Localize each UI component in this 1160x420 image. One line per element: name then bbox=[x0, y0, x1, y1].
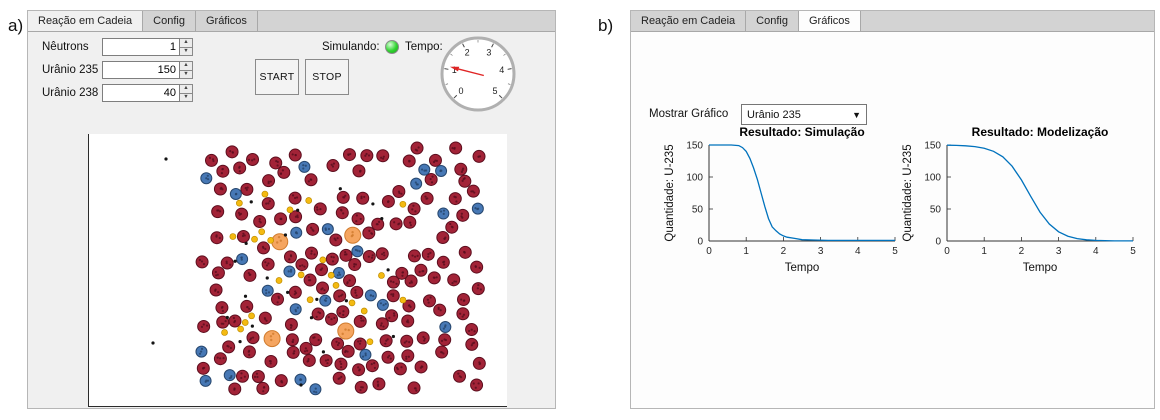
svg-text:2: 2 bbox=[781, 246, 787, 257]
tab-config[interactable]: Config bbox=[143, 11, 196, 31]
svg-text:4: 4 bbox=[855, 246, 861, 257]
uranio238-spinner-up-icon[interactable]: ▲ bbox=[180, 84, 193, 93]
uranio238-spinner: ▲ ▼ bbox=[180, 84, 193, 102]
neutrons-spinner: ▲ ▼ bbox=[180, 38, 193, 56]
uranio235-field-row: Urânio 235 ▲ ▼ bbox=[42, 61, 193, 79]
stop-button[interactable]: STOP bbox=[305, 59, 349, 95]
simulation-canvas bbox=[151, 141, 486, 396]
tempo-gauge: 0 12 34 5 bbox=[440, 36, 516, 112]
simulando-label: Simulando: bbox=[322, 41, 380, 53]
panel-b-tab-config[interactable]: Config bbox=[746, 11, 799, 31]
start-button[interactable]: START bbox=[255, 59, 299, 95]
svg-text:0: 0 bbox=[944, 246, 950, 257]
panel-a-tabstrip: Reação em Cadeia Config Gráficos bbox=[28, 11, 555, 32]
uranio238-label: Urânio 238 bbox=[42, 87, 99, 99]
uranio238-spinner-down-icon[interactable]: ▼ bbox=[180, 92, 193, 102]
svg-text:0: 0 bbox=[935, 237, 941, 248]
panel-b-tab-graficos[interactable]: Gráficos bbox=[798, 11, 861, 31]
svg-text:100: 100 bbox=[924, 173, 941, 184]
graph-dropdown-value: Urânio 235 bbox=[747, 108, 801, 121]
figure-label-b: b) bbox=[598, 16, 614, 35]
uranio238-field-row: Urânio 238 ▲ ▼ bbox=[42, 84, 193, 102]
dropdown-arrow-icon: ▼ bbox=[852, 109, 861, 120]
svg-text:Quantidade: U-235: Quantidade: U-235 bbox=[902, 144, 914, 241]
svg-text:1: 1 bbox=[981, 246, 987, 257]
simulation-area bbox=[88, 134, 507, 407]
tab-reacao-em-cadeia[interactable]: Reação em Cadeia bbox=[28, 11, 144, 31]
tab-graficos[interactable]: Gráficos bbox=[195, 11, 258, 31]
svg-text:Resultado: Simulação: Resultado: Simulação bbox=[739, 125, 864, 139]
panel-simulation: Reação em Cadeia Config Gráficos Nêutron… bbox=[27, 10, 556, 409]
svg-text:1: 1 bbox=[743, 246, 749, 257]
tempo-label: Tempo: bbox=[405, 41, 443, 53]
uranio235-label: Urânio 235 bbox=[42, 64, 99, 76]
neutrons-input[interactable] bbox=[102, 38, 180, 56]
uranio235-input[interactable] bbox=[102, 61, 180, 79]
svg-text:3: 3 bbox=[486, 48, 491, 58]
svg-text:5: 5 bbox=[1130, 246, 1136, 257]
svg-text:Quantidade: U-235: Quantidade: U-235 bbox=[664, 144, 676, 241]
svg-text:2: 2 bbox=[1019, 246, 1025, 257]
svg-text:100: 100 bbox=[686, 173, 703, 184]
panel-b-tabstrip: Reação em Cadeia Config Gráficos bbox=[631, 11, 1154, 32]
svg-text:3: 3 bbox=[1056, 246, 1062, 257]
uranio235-spinner: ▲ ▼ bbox=[180, 61, 193, 79]
svg-text:3: 3 bbox=[818, 246, 824, 257]
svg-text:Resultado: Modelização: Resultado: Modelização bbox=[972, 125, 1109, 139]
svg-text:Tempo: Tempo bbox=[1023, 262, 1058, 274]
panel-graphs: Reação em Cadeia Config Gráficos Mostrar… bbox=[630, 10, 1155, 409]
svg-text:150: 150 bbox=[686, 141, 703, 152]
neutrons-field-row: Nêutrons ▲ ▼ bbox=[42, 38, 193, 56]
svg-text:1: 1 bbox=[452, 65, 457, 75]
svg-text:5: 5 bbox=[892, 246, 898, 257]
svg-text:2: 2 bbox=[465, 48, 470, 58]
mostrar-grafico-label: Mostrar Gráfico bbox=[649, 108, 729, 120]
svg-text:Tempo: Tempo bbox=[785, 262, 820, 274]
svg-text:0: 0 bbox=[697, 237, 703, 248]
svg-text:0: 0 bbox=[706, 246, 712, 257]
svg-text:5: 5 bbox=[492, 86, 497, 96]
svg-text:50: 50 bbox=[692, 205, 704, 216]
figure-label-a: a) bbox=[8, 16, 24, 35]
svg-text:4: 4 bbox=[1093, 246, 1099, 257]
neutrons-label: Nêutrons bbox=[42, 41, 89, 53]
neutrons-spinner-up-icon[interactable]: ▲ bbox=[180, 38, 193, 47]
neutrons-spinner-down-icon[interactable]: ▼ bbox=[180, 46, 193, 56]
svg-text:50: 50 bbox=[930, 205, 942, 216]
svg-text:4: 4 bbox=[499, 65, 504, 75]
svg-text:150: 150 bbox=[924, 141, 941, 152]
uranio235-spinner-up-icon[interactable]: ▲ bbox=[180, 61, 193, 70]
simulando-lamp-icon bbox=[385, 40, 399, 54]
uranio238-input[interactable] bbox=[102, 84, 180, 102]
panel-b-tab-reacao-em-cadeia[interactable]: Reação em Cadeia bbox=[631, 11, 747, 31]
graph-dropdown[interactable]: Urânio 235 ▼ bbox=[741, 104, 867, 125]
svg-text:0: 0 bbox=[459, 86, 464, 96]
uranio235-spinner-down-icon[interactable]: ▼ bbox=[180, 69, 193, 79]
